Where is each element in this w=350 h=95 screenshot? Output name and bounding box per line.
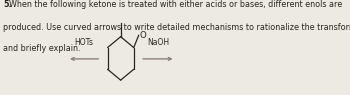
Text: produced. Use curved arrows to write detailed mechanisms to rationalize the tran: produced. Use curved arrows to write det… xyxy=(3,23,350,32)
Text: O: O xyxy=(140,31,147,40)
Text: NaOH: NaOH xyxy=(147,38,169,47)
Text: and briefly explain.: and briefly explain. xyxy=(3,44,80,53)
Text: HOTs: HOTs xyxy=(75,38,93,47)
Text: 5.: 5. xyxy=(3,0,12,10)
Text: When the following ketone is treated with either acids or bases, different enols: When the following ketone is treated wit… xyxy=(8,0,342,10)
